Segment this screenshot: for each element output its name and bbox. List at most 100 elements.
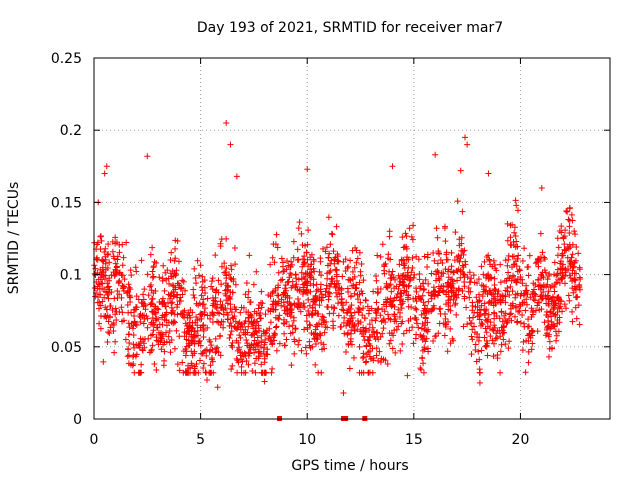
data-point: [481, 258, 488, 265]
data-point: [519, 280, 526, 287]
data-point: [404, 269, 411, 276]
data-point: [229, 339, 236, 346]
data-point: [346, 365, 353, 372]
data-point: [566, 223, 573, 230]
data-point: [343, 299, 350, 306]
data-point: [351, 290, 358, 297]
data-point: [436, 306, 443, 313]
data-point: [388, 288, 395, 295]
data-point: [190, 286, 197, 293]
data-point: [304, 241, 311, 248]
data-point: [497, 261, 504, 268]
data-point: [280, 259, 287, 266]
data-point: [288, 362, 295, 369]
data-point: [519, 299, 526, 306]
data-point: [136, 369, 143, 376]
data-point: [513, 303, 520, 310]
data-point: [303, 279, 310, 286]
data-point: [481, 300, 488, 307]
data-point: [437, 305, 444, 312]
data-point: [550, 303, 557, 310]
data-point: [131, 313, 138, 320]
data-point: [237, 309, 244, 316]
data-point: [517, 319, 524, 326]
data-point: [97, 325, 104, 332]
data-point: [108, 289, 115, 296]
data-point: [479, 293, 486, 300]
data-point: [333, 289, 340, 296]
data-point: [266, 325, 273, 332]
data-point: [217, 243, 224, 250]
data-point: [148, 299, 155, 306]
data-point: [145, 292, 152, 299]
data-point: [227, 296, 234, 303]
data-point: [386, 233, 393, 240]
data-point: [248, 332, 255, 339]
data-point: [493, 313, 500, 320]
data-point: [130, 352, 137, 359]
data-point: [418, 311, 425, 318]
data-point: [356, 307, 363, 314]
data-point: [229, 362, 236, 369]
data-point: [389, 163, 396, 170]
data-point: [353, 281, 360, 288]
data-point: [432, 151, 439, 158]
data-point: [473, 294, 480, 301]
data-point: [442, 266, 449, 273]
data-point: [490, 327, 497, 334]
data-point: [299, 241, 306, 248]
data-point: [191, 265, 198, 272]
data-point: [258, 344, 265, 351]
data-point: [246, 350, 253, 357]
data-point: [316, 302, 323, 309]
data-point: [99, 298, 106, 305]
data-point: [181, 329, 188, 336]
data-point: [212, 335, 219, 342]
data-point: [400, 289, 407, 296]
data-point: [543, 283, 550, 290]
data-point: [249, 368, 256, 375]
data-point: [466, 269, 473, 276]
data-point: [357, 319, 364, 326]
data-point: [324, 303, 331, 310]
data-point: [141, 300, 148, 307]
data-point: [457, 167, 464, 174]
data-point: [182, 346, 189, 353]
data-point: [92, 293, 99, 300]
data-point: [304, 256, 311, 263]
data-point: [497, 293, 504, 300]
data-point: [387, 316, 394, 323]
data-point: [538, 184, 545, 191]
data-point: [273, 323, 280, 330]
data-point: [399, 341, 406, 348]
data-point: [98, 237, 105, 244]
data-point: [228, 309, 235, 316]
data-point: [232, 281, 239, 288]
data-point: [519, 258, 526, 265]
data-point: [553, 337, 560, 344]
data-point: [353, 259, 360, 266]
data-point: [425, 298, 432, 305]
data-point: [298, 230, 305, 237]
data-point: [107, 302, 114, 309]
data-point: [176, 367, 183, 374]
data-point: [281, 330, 288, 337]
data-point: [340, 390, 347, 397]
data-point: [292, 326, 299, 333]
data-point: [372, 307, 379, 314]
data-point: [91, 270, 98, 277]
data-point: [318, 291, 325, 298]
data-point: [470, 272, 477, 279]
data-point: [127, 298, 134, 305]
data-point: [136, 342, 143, 349]
x-tick-label: 5: [196, 432, 205, 448]
data-point: [224, 300, 231, 307]
data-point: [482, 317, 489, 324]
data-point: [420, 332, 427, 339]
data-point: [436, 276, 443, 283]
data-point: [480, 288, 487, 295]
data-point: [272, 331, 279, 338]
data-point: [489, 337, 496, 344]
data-point: [525, 316, 532, 323]
data-point: [228, 366, 235, 373]
